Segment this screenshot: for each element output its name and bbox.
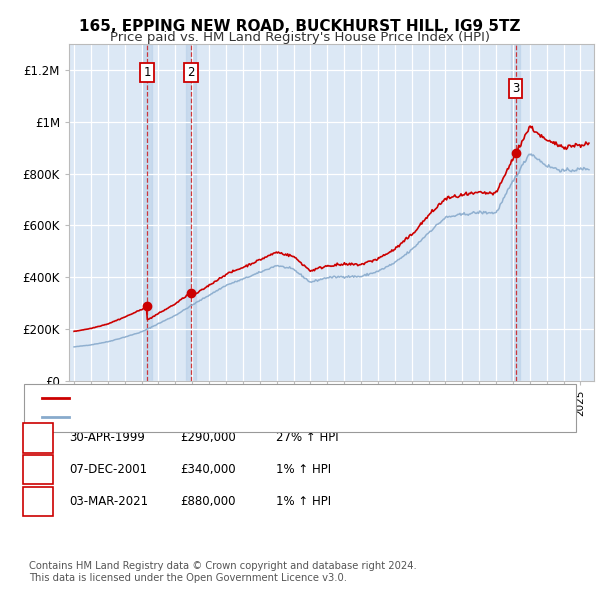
Text: Price paid vs. HM Land Registry's House Price Index (HPI): Price paid vs. HM Land Registry's House … [110, 31, 490, 44]
Bar [143, 44, 152, 381]
Text: 3: 3 [34, 495, 41, 508]
Text: 30-APR-1999: 30-APR-1999 [69, 431, 145, 444]
Bar [186, 44, 196, 381]
Text: 165, EPPING NEW ROAD, BUCKHURST HILL, IG9 5TZ (detached house): 165, EPPING NEW ROAD, BUCKHURST HILL, IG… [75, 392, 487, 405]
Text: 1% ↑ HPI: 1% ↑ HPI [276, 463, 331, 476]
Text: HPI: Average price, detached house, Epping Forest: HPI: Average price, detached house, Eppi… [75, 411, 374, 424]
Text: 1% ↑ HPI: 1% ↑ HPI [276, 495, 331, 508]
Text: 1: 1 [34, 431, 41, 444]
Text: £340,000: £340,000 [180, 463, 236, 476]
Text: £880,000: £880,000 [180, 495, 235, 508]
Text: 07-DEC-2001: 07-DEC-2001 [69, 463, 147, 476]
Text: 3: 3 [512, 82, 520, 95]
Text: 1: 1 [143, 66, 151, 79]
Text: 03-MAR-2021: 03-MAR-2021 [69, 495, 148, 508]
Text: 2: 2 [34, 463, 41, 476]
Text: 165, EPPING NEW ROAD, BUCKHURST HILL, IG9 5TZ: 165, EPPING NEW ROAD, BUCKHURST HILL, IG… [79, 19, 521, 34]
Text: Contains HM Land Registry data © Crown copyright and database right 2024.
This d: Contains HM Land Registry data © Crown c… [29, 561, 416, 583]
Text: 2: 2 [187, 66, 194, 79]
Bar [511, 44, 520, 381]
Text: £290,000: £290,000 [180, 431, 236, 444]
Text: 27% ↑ HPI: 27% ↑ HPI [276, 431, 338, 444]
